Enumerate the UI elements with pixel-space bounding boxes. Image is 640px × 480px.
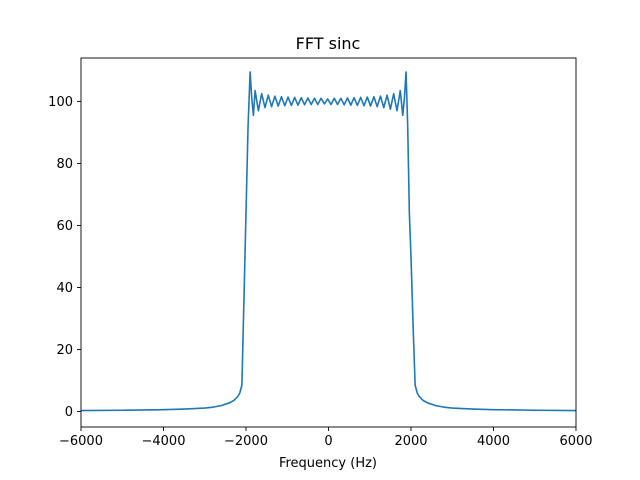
x-tick-label: 6000	[559, 434, 592, 449]
chart-title: FFT sinc	[296, 34, 361, 53]
y-tick-label: 100	[48, 95, 73, 110]
y-tick-label: 40	[56, 281, 73, 296]
x-tick-label: 2000	[394, 434, 427, 449]
series-line	[80, 71, 577, 412]
y-tick-label: 20	[56, 343, 73, 358]
x-tick-label: −2000	[224, 434, 268, 449]
y-tick-label: 0	[65, 405, 73, 420]
x-axis-label: Frequency (Hz)	[279, 456, 377, 471]
y-tick-label: 80	[56, 157, 73, 172]
plot-frame	[80, 57, 577, 428]
axis-ticks: −6000 −4000 −2000 0 2000 4000 6000 0 20 40 60 80 100	[48, 95, 592, 449]
x-tick-label: −4000	[142, 434, 186, 449]
y-tick-label: 60	[56, 219, 73, 234]
x-tick-label: −6000	[59, 434, 103, 449]
x-tick-label: 4000	[477, 434, 510, 449]
x-tick-label: 0	[324, 434, 332, 449]
